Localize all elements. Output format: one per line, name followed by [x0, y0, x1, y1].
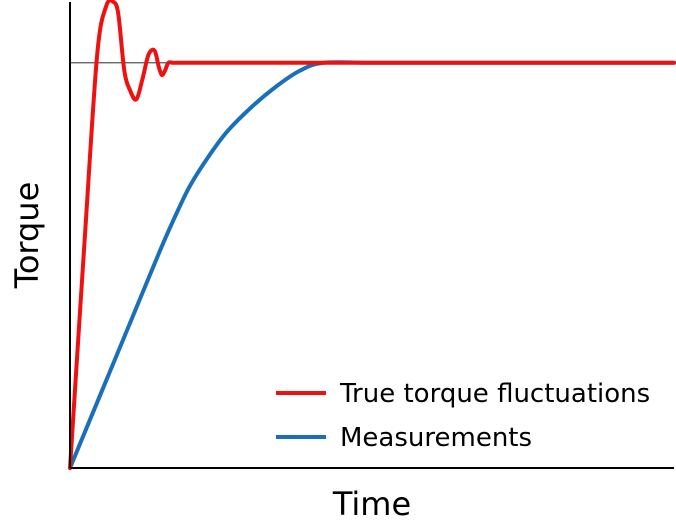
y-axis-title: Torque: [8, 182, 46, 290]
plot-lines: [68, 0, 676, 470]
series-line-1: [68, 0, 676, 470]
legend-label-2: Measurements: [340, 423, 532, 453]
x-axis-title: Time: [332, 485, 411, 523]
legend-label-1: True torque fluctuations: [339, 379, 650, 409]
legend: True torque fluctuations Measurements: [276, 379, 650, 453]
